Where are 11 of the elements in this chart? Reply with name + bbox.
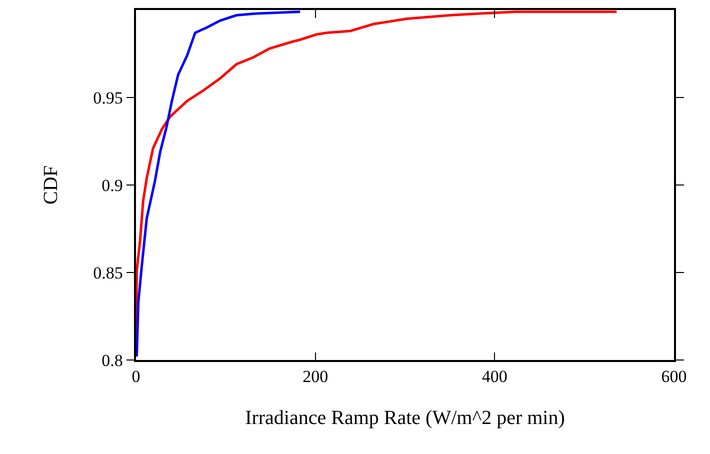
x-tick-label: 200 [302,367,328,386]
line-series [136,10,302,358]
y-tick-label: 0.95 [93,88,123,108]
x-tick-label: 0 [132,367,140,386]
y-tick-label: 0.9 [102,176,123,195]
y-tick-label: 0.85 [93,263,123,282]
y-axis-title: CDF [40,166,62,204]
y-tick-label: 0.8 [102,350,123,370]
x-tick-label: 400 [482,367,508,386]
x-axis-title: Irradiance Ramp Rate (W/m^2 per min) [245,407,565,430]
x-tick-label: 600 [661,367,687,386]
